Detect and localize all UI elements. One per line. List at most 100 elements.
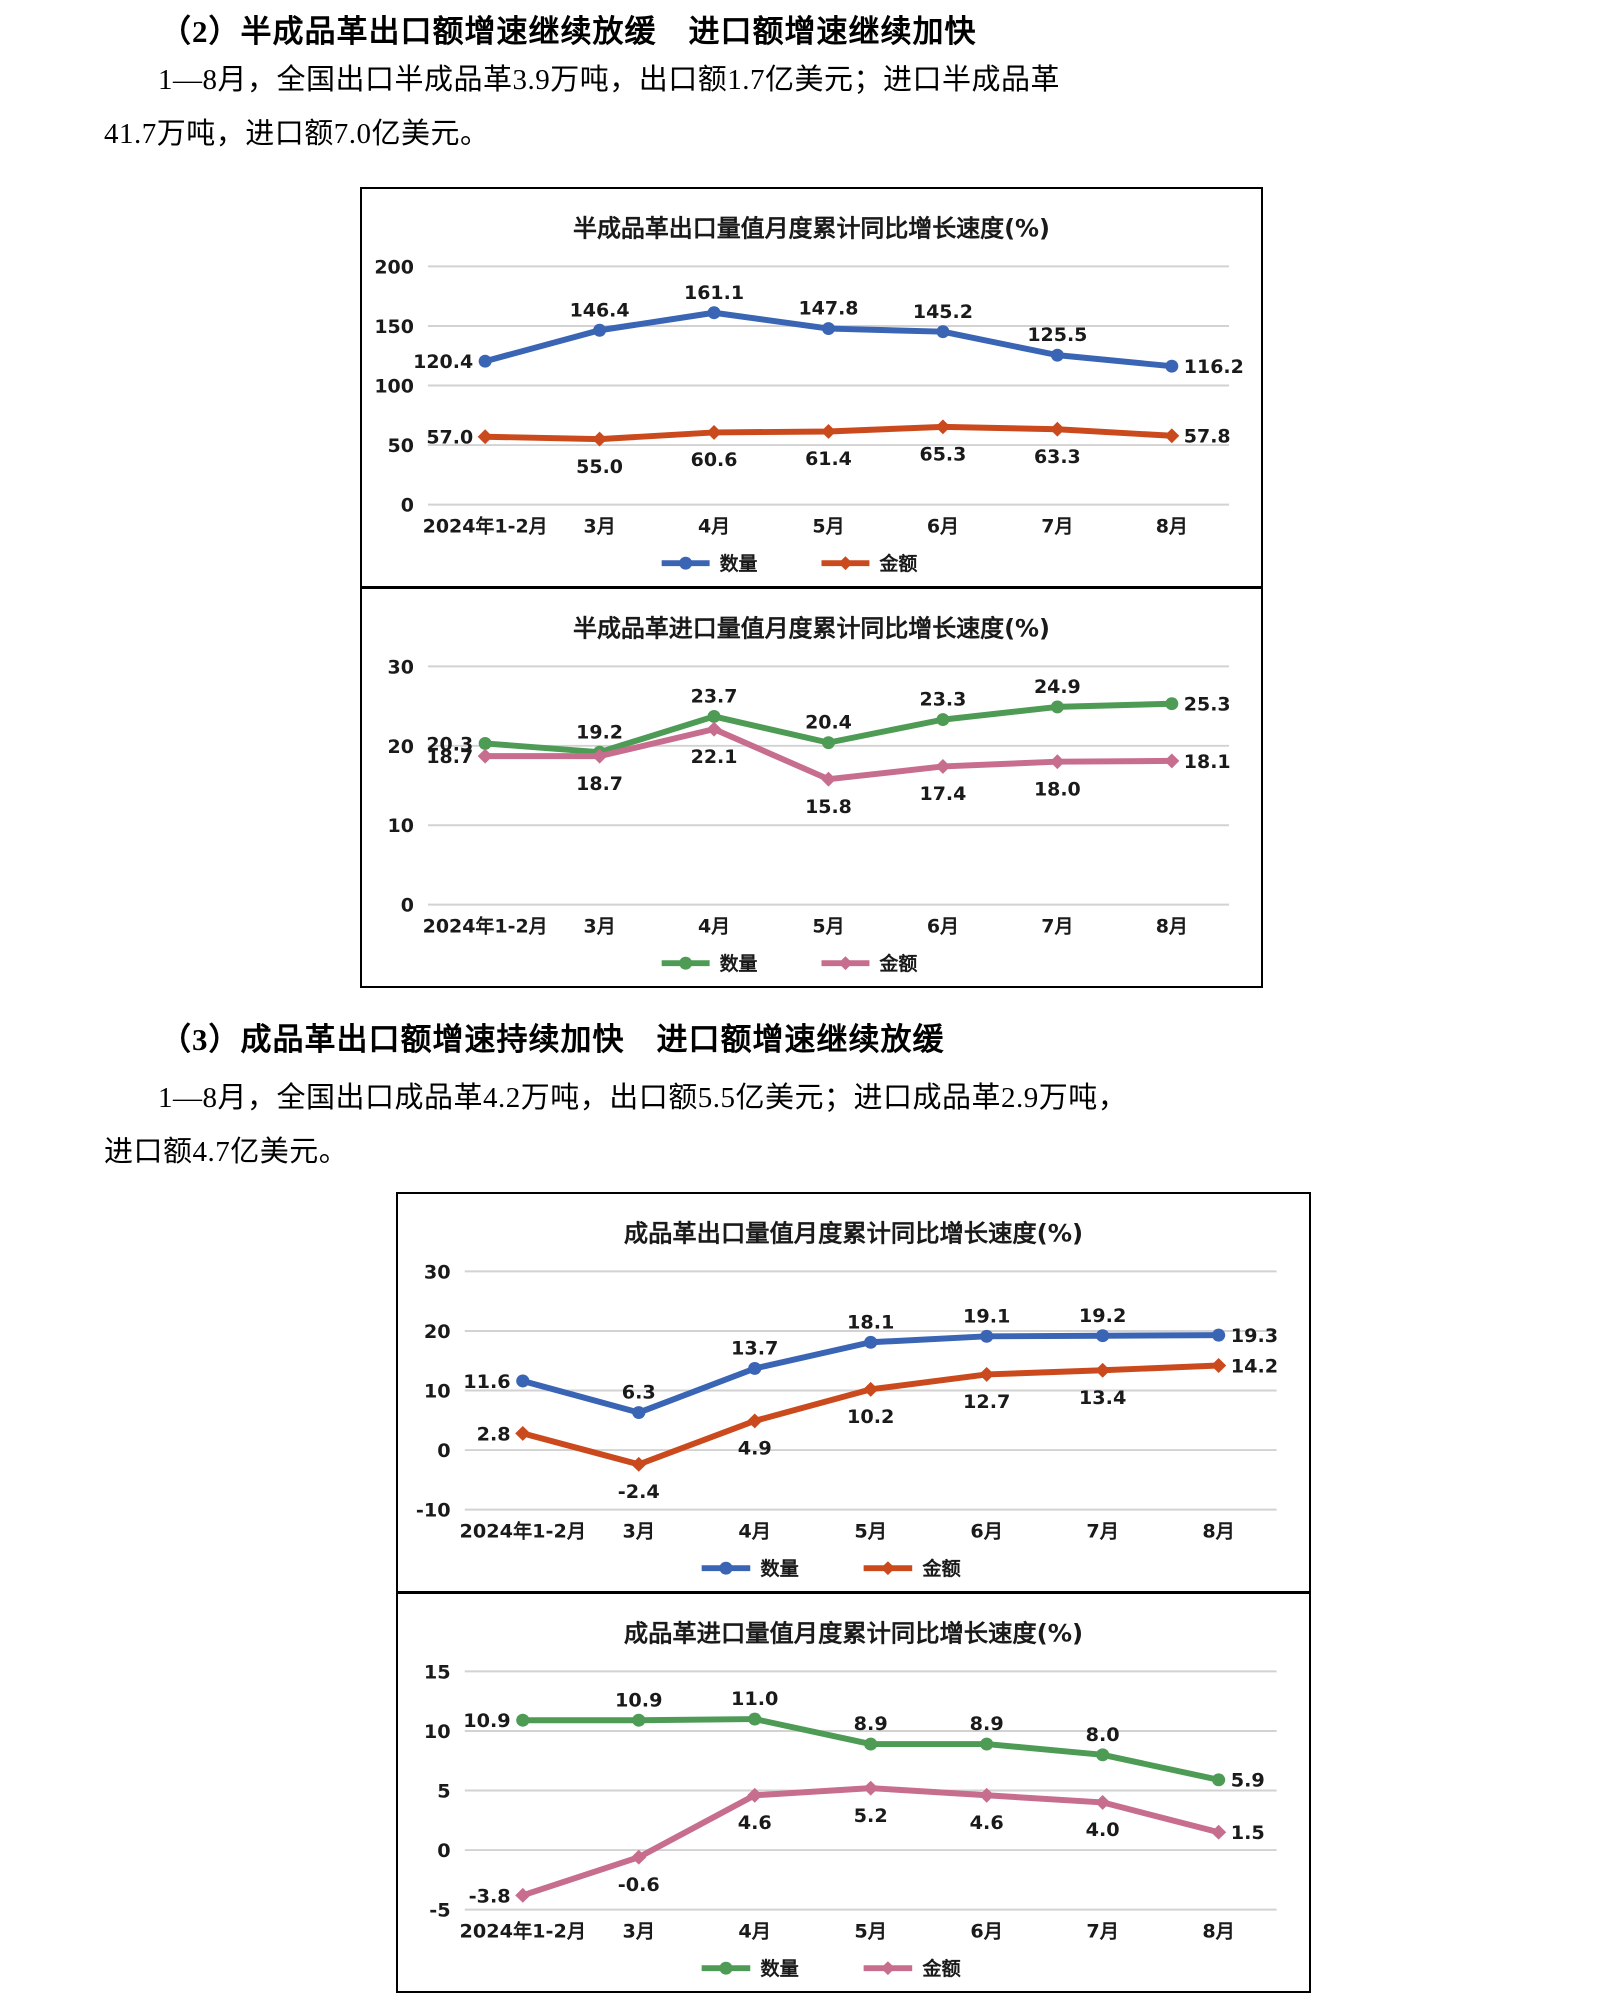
data-label: 13.7	[731, 1338, 778, 1360]
data-label: 55.0	[576, 456, 623, 478]
chart-semifinished-import: 0 10 20 30 半成品革进口量值月度累计同比增长速度(%) 2024年1-2月 3月 4…	[362, 586, 1261, 986]
y-tick-label: 10	[424, 1381, 451, 1403]
data-label: 18.7	[576, 773, 623, 795]
data-point-marker	[706, 424, 722, 440]
data-label: -2.4	[618, 1481, 660, 1503]
x-tick-label: 3月	[622, 1921, 655, 1943]
data-label: 4.6	[738, 1812, 772, 1834]
data-label: 6.3	[622, 1382, 656, 1404]
legend-marker-数量	[719, 1561, 733, 1575]
data-point-marker	[707, 306, 721, 320]
chart-title: 半成品革进口量值月度累计同比增长速度(%)	[573, 615, 1050, 643]
data-label: 5.2	[854, 1805, 888, 1827]
data-label: -0.6	[618, 1874, 660, 1896]
data-point-marker	[1165, 359, 1179, 373]
data-label: 20.3	[426, 733, 473, 755]
data-label: 146.4	[570, 299, 630, 321]
chart-canvas: -5 0 5 10 15 成品革进口量值月度累计同比增长速度(%) 2024年1-2月 3月 4…	[424, 1620, 1277, 1980]
data-label: 5.9	[1231, 1770, 1265, 1792]
data-label: 60.6	[691, 449, 738, 471]
data-label: 4.6	[970, 1812, 1004, 1834]
data-point-marker	[821, 736, 835, 750]
legend-marker-数量	[719, 1961, 733, 1975]
y-tick-label: -10	[416, 1500, 451, 1522]
data-point-marker	[477, 429, 493, 445]
data-point-marker	[748, 1362, 762, 1375]
y-tick-label: 30	[424, 1262, 451, 1284]
y-tick-label: 0	[401, 895, 414, 917]
data-point-marker	[748, 1712, 762, 1726]
legend-marker-金额	[838, 556, 853, 571]
data-label: -3.8	[469, 1885, 511, 1907]
y-tick-label: 20	[388, 736, 414, 758]
data-point-marker	[864, 1335, 878, 1349]
data-label: 147.8	[798, 298, 858, 320]
data-point-marker	[1212, 1328, 1226, 1342]
data-point-marker	[1211, 1358, 1227, 1373]
legend-label-数量: 数量	[760, 1957, 798, 1980]
data-point-marker	[935, 759, 951, 774]
x-tick-label: 3月	[622, 1521, 655, 1543]
x-tick-label: 8月	[1156, 915, 1188, 937]
data-label: 57.0	[426, 427, 473, 449]
data-point-marker	[515, 1887, 531, 1903]
y-tick-label: 50	[388, 435, 414, 457]
x-tick-label: 2024年1-2月	[423, 914, 548, 937]
data-point-marker	[478, 354, 492, 368]
data-point-marker	[863, 1381, 879, 1397]
x-tick-label: 2024年1-2月	[459, 1920, 586, 1943]
data-label: 125.5	[1027, 324, 1087, 346]
legend-marker-金额	[838, 956, 853, 971]
data-label: 22.1	[691, 746, 738, 768]
data-point-marker	[979, 1366, 995, 1382]
x-tick-label: 8月	[1202, 1521, 1235, 1543]
data-point-marker	[478, 736, 492, 750]
data-label: 18.1	[847, 1312, 894, 1334]
x-tick-label: 4月	[698, 915, 730, 937]
data-point-marker	[1165, 697, 1179, 711]
y-tick-label: 200	[374, 256, 414, 278]
section-2-heading: （2）半成品革出口额增速继续放缓 进口额增速继续加快	[160, 14, 977, 49]
data-label: 161.1	[684, 282, 744, 304]
x-tick-label: 6月	[927, 515, 959, 537]
legend-label-数量: 数量	[720, 552, 758, 575]
chart-title: 成品革出口量值月度累计同比增长速度(%)	[624, 1220, 1083, 1248]
y-tick-label: 0	[401, 495, 414, 517]
data-point-marker	[516, 1374, 530, 1388]
data-label: 18.1	[1184, 751, 1231, 773]
y-tick-label: 5	[437, 1781, 450, 1803]
data-point-marker	[1096, 1329, 1110, 1343]
data-point-marker	[706, 721, 722, 737]
chart-canvas: 0 10 20 30 半成品革进口量值月度累计同比增长速度(%) 2024年1-2月 3月 4…	[388, 615, 1231, 975]
data-label: 19.2	[576, 721, 623, 743]
legend-label-金额: 金额	[878, 552, 917, 575]
data-point-marker	[593, 323, 607, 337]
data-point-marker	[631, 1456, 647, 1472]
data-label: 17.4	[920, 783, 967, 805]
x-tick-label: 8月	[1156, 515, 1188, 537]
data-point-marker	[592, 748, 608, 764]
x-tick-label: 7月	[1086, 1521, 1119, 1543]
data-point-marker	[515, 1425, 531, 1441]
data-label: 19.3	[1231, 1325, 1278, 1347]
data-label: 2.8	[477, 1424, 511, 1446]
data-point-marker	[936, 325, 950, 339]
data-label: 13.4	[1079, 1387, 1126, 1409]
x-tick-label: 5月	[854, 1521, 887, 1543]
data-point-marker	[707, 709, 721, 723]
data-label: 63.3	[1034, 446, 1081, 468]
data-point-marker	[1212, 1773, 1226, 1787]
data-point-marker	[632, 1713, 646, 1727]
data-point-marker	[1164, 428, 1180, 444]
data-label: 11.0	[731, 1688, 778, 1710]
legend-label-数量: 数量	[720, 952, 758, 975]
data-point-marker	[864, 1737, 878, 1751]
data-label: 23.7	[691, 686, 738, 708]
data-label: 14.2	[1231, 1356, 1278, 1378]
legend-label-数量: 数量	[760, 1557, 798, 1580]
x-tick-label: 7月	[1041, 915, 1073, 937]
y-tick-label: -5	[429, 1900, 450, 1922]
section-3-paragraph-line-2: 进口额4.7亿美元。	[104, 1136, 349, 1168]
data-label: 19.2	[1079, 1305, 1126, 1327]
data-point-marker	[516, 1713, 530, 1727]
